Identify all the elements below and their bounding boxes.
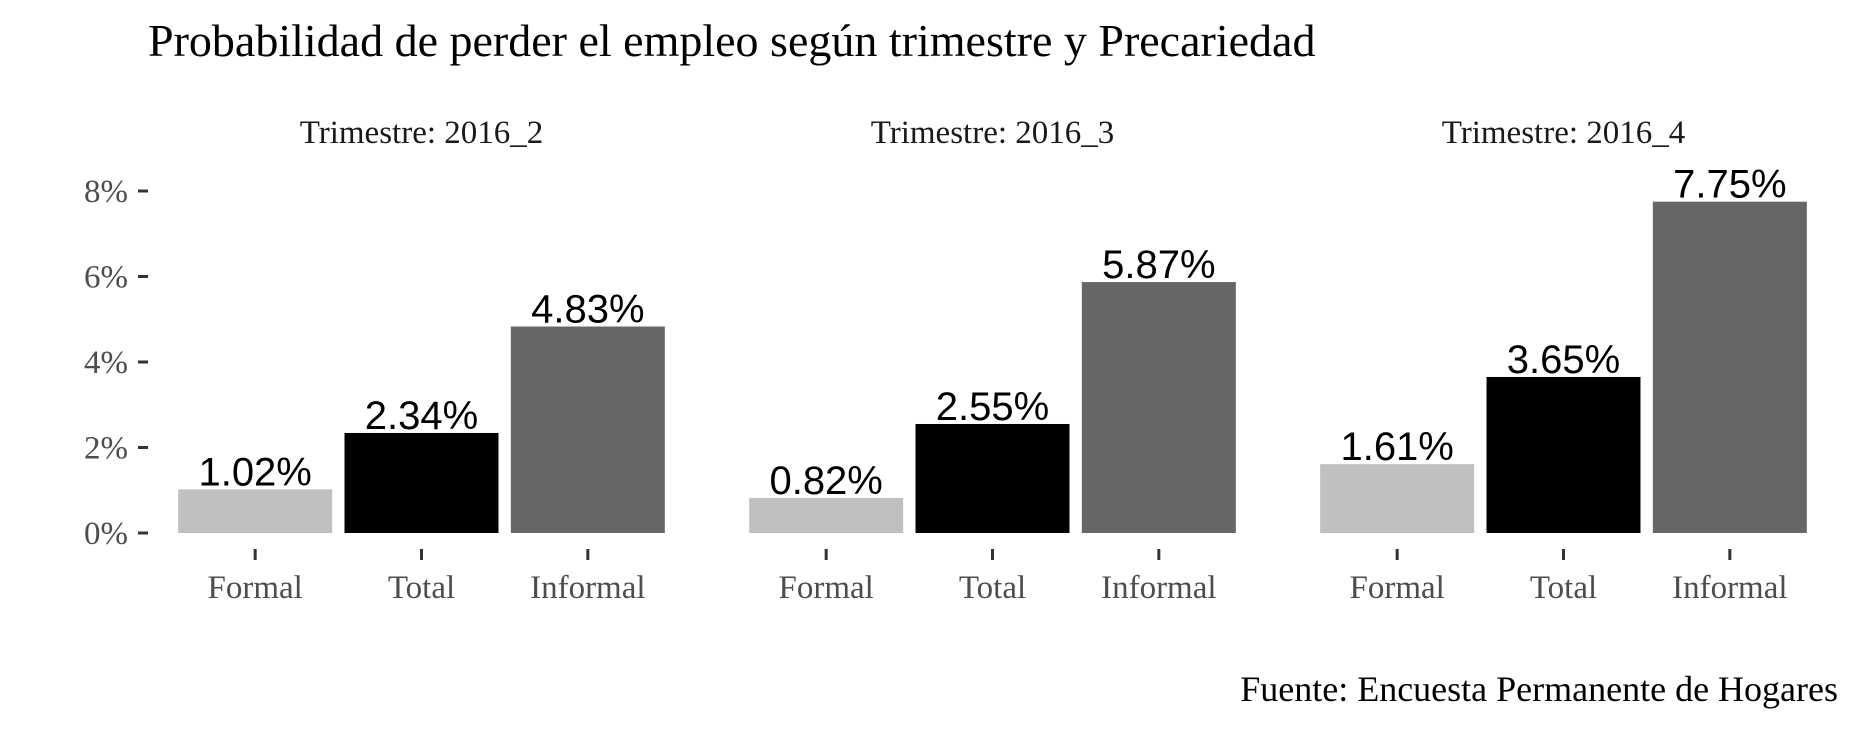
data-label: 2.55% [936, 385, 1049, 429]
bar-total [915, 423, 1070, 533]
y-tick-label: 8% [84, 174, 128, 210]
data-label: 0.82% [769, 459, 882, 503]
panel-3: Trimestre: 2016_4 1.61% Formal 3.65% Total 7.… [1320, 115, 1807, 606]
y-axis: 0% 2% 4% 6% 8% [84, 174, 148, 552]
x-tick-label: Formal [1350, 570, 1445, 606]
x-tick-label: Formal [779, 570, 874, 606]
x-tick-label: Total [959, 570, 1026, 606]
panel-1: Trimestre: 2016_2 1.02% Formal 2.34% Total 4.… [178, 115, 665, 606]
bar-formal [178, 489, 333, 533]
x-tick-label: Informal [1101, 570, 1216, 606]
data-label: 5.87% [1102, 243, 1215, 287]
y-tick-label: 0% [84, 516, 128, 552]
x-tick-label: Total [388, 570, 455, 606]
panel-strip-label: Trimestre: 2016_4 [1442, 115, 1686, 151]
bar-informal [1081, 282, 1236, 533]
x-tick-label: Formal [208, 570, 303, 606]
y-tick-label: 4% [84, 345, 128, 381]
data-label: 3.65% [1507, 338, 1620, 382]
x-tick-label: Informal [530, 570, 645, 606]
data-label: 2.34% [365, 394, 478, 438]
panel-strip-label: Trimestre: 2016_2 [300, 115, 544, 151]
x-tick-label: Informal [1672, 570, 1787, 606]
panel-2: Trimestre: 2016_3 0.82% Formal 2.55% Total 5.… [749, 115, 1236, 606]
data-label: 7.75% [1673, 163, 1786, 207]
x-tick-label: Total [1530, 570, 1597, 606]
bar-total [1486, 376, 1641, 533]
bar-formal [749, 497, 904, 533]
chart-caption: Fuente: Encuesta Permanente de Hogares [1240, 669, 1838, 709]
data-label: 1.61% [1340, 425, 1453, 469]
bar-total [344, 432, 499, 533]
bar-informal [510, 326, 665, 533]
chart-title: Probabilidad de perder el empleo según t… [148, 15, 1315, 66]
bar-informal [1652, 201, 1807, 533]
chart-panels: Trimestre: 2016_2 1.02% Formal 2.34% Total 4.… [178, 115, 1807, 606]
bar-formal [1320, 464, 1475, 533]
y-tick-label: 2% [84, 431, 128, 467]
data-label: 1.02% [198, 450, 311, 494]
data-label: 4.83% [531, 288, 644, 332]
panel-strip-label: Trimestre: 2016_3 [871, 115, 1115, 151]
y-tick-label: 6% [84, 260, 128, 296]
